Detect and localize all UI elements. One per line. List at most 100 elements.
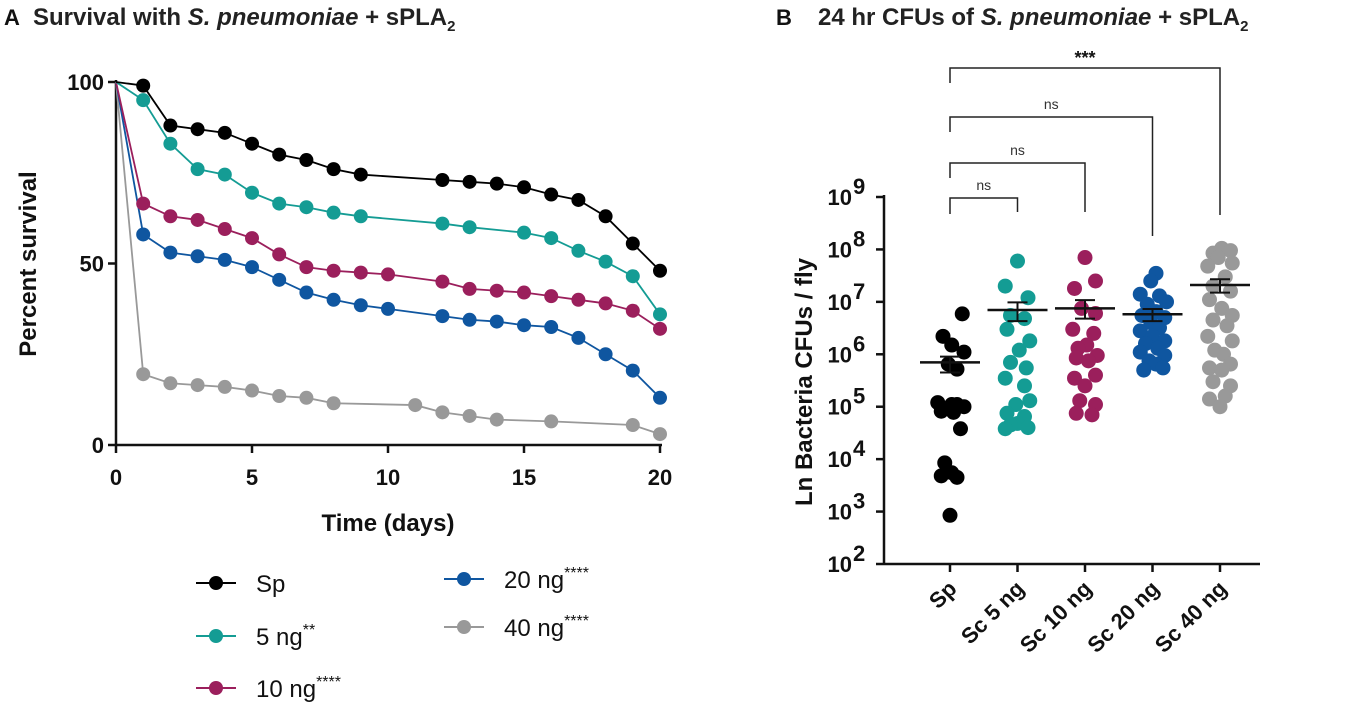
data-point (1143, 273, 1159, 289)
data-point (544, 231, 559, 246)
data-point (217, 252, 232, 267)
data-point (489, 176, 504, 191)
data-point (953, 421, 968, 437)
data-point (598, 296, 613, 311)
legend-marker (209, 681, 223, 695)
data-point (653, 390, 667, 405)
panel-a-x-axis-title: Time (days) (322, 510, 455, 537)
data-point (326, 396, 341, 411)
data-point (1020, 420, 1036, 436)
data-point (1072, 393, 1088, 409)
data-point (1202, 391, 1217, 407)
data-point (517, 180, 531, 195)
y-tick-exponent: 6 (853, 331, 865, 356)
series-line-40-ng (115, 81, 661, 435)
data-point (1088, 367, 1103, 383)
significance-label: ns (1010, 142, 1025, 158)
data-point (1132, 323, 1148, 339)
data-point (462, 312, 477, 327)
data-point (1081, 353, 1096, 369)
panel-a-legend: Sp5 ng**10 ng****20 ng****40 ng**** (196, 565, 589, 703)
data-point (299, 200, 314, 215)
data-point (598, 254, 613, 269)
x-tick-label: Sc 40 ng (1150, 576, 1232, 658)
x-tick-label: Sc 10 ng (1015, 576, 1097, 658)
data-point (625, 418, 640, 433)
data-point (462, 174, 477, 189)
data-point (1224, 255, 1240, 271)
legend-series-name: 40 ng (504, 615, 564, 642)
x-tick-label: Sp (924, 576, 962, 614)
y-tick-label: 10 (828, 237, 852, 262)
data-point (435, 405, 450, 420)
data-point (217, 125, 232, 140)
legend-series-name: Sp (256, 571, 285, 598)
y-tick-exponent: 3 (853, 489, 865, 514)
data-point (625, 363, 640, 378)
data-point (190, 122, 205, 137)
legend-series-name: 10 ng (256, 676, 316, 703)
x-tick-label: 10 (376, 465, 400, 490)
legend-significance: **** (316, 674, 341, 691)
data-point (462, 408, 477, 423)
data-point (999, 321, 1015, 337)
data-point (353, 167, 368, 182)
data-point (544, 414, 559, 429)
data-point (163, 245, 178, 260)
data-point (1068, 405, 1084, 421)
data-point (217, 167, 232, 182)
data-point (163, 376, 178, 391)
legend-significance: **** (564, 613, 589, 630)
data-point (997, 370, 1013, 386)
data-point (408, 398, 423, 413)
data-point (949, 361, 965, 377)
x-tick-label: Sc 20 ng (1082, 576, 1164, 658)
data-point (1022, 393, 1038, 409)
data-point (1223, 283, 1238, 299)
data-point (625, 269, 640, 284)
data-point (625, 236, 640, 251)
data-point (435, 309, 450, 324)
data-point (1217, 269, 1233, 285)
data-point (1202, 292, 1217, 308)
data-point (517, 285, 531, 300)
data-point (245, 231, 259, 246)
y-tick-base: 10 (828, 290, 852, 315)
data-point (1200, 258, 1216, 274)
data-point (571, 243, 586, 258)
significance-label: ns (976, 177, 991, 193)
data-point (1018, 360, 1034, 376)
legend-label: Sp (256, 571, 285, 598)
y-tick-base: 10 (828, 500, 852, 525)
data-point (435, 173, 450, 188)
legend-marker (457, 572, 471, 586)
panel-b-y-axis-title: Ln Bacteria CFUs / fly (791, 257, 818, 506)
significance-bracket (949, 197, 1019, 214)
data-point (217, 222, 232, 237)
data-point (462, 220, 477, 235)
data-point (544, 320, 559, 335)
data-point (217, 379, 232, 394)
data-point (598, 209, 613, 224)
data-point (1003, 354, 1018, 370)
data-point (1223, 243, 1238, 259)
y-tick-base: 10 (828, 185, 852, 210)
x-tick-label: 20 (648, 465, 672, 490)
data-point (1214, 300, 1230, 316)
panel-a-title: Survival with S. pneumoniae + sPLA2 (33, 4, 455, 35)
y-tick-exponent: 5 (853, 384, 865, 409)
data-point (1212, 399, 1228, 415)
data-point (353, 265, 368, 280)
legend-series-name: 20 ng (504, 567, 564, 594)
data-point (326, 162, 341, 177)
legend-significance: **** (564, 565, 589, 582)
data-point (1068, 350, 1084, 366)
data-point (299, 153, 314, 168)
y-tick-base: 10 (828, 395, 852, 420)
panel-b-title: 24 hr CFUs of S. pneumoniae + sPLA2 (818, 4, 1248, 35)
data-point (1205, 374, 1221, 390)
data-point (326, 263, 341, 278)
data-point (163, 118, 178, 133)
y-tick-exponent: 8 (853, 226, 865, 251)
